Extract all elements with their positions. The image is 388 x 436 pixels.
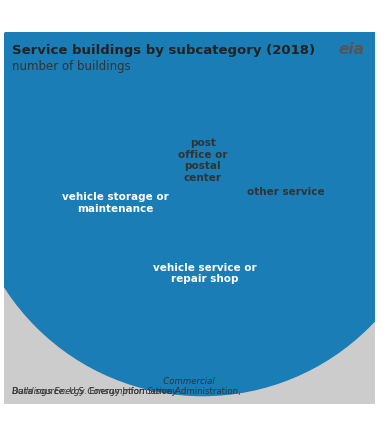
Text: Data source: U.S. Energy Information Administration,: Data source: U.S. Energy Information Adm… [12,387,243,396]
Text: Commercial
Buildings Energy Consumption Survey: Commercial Buildings Energy Consumption … [12,377,214,396]
Text: vehicle service or
repair shop: vehicle service or repair shop [153,263,256,284]
Text: vehicle storage or
maintenance: vehicle storage or maintenance [62,192,169,214]
Text: Service buildings by subcategory (2018): Service buildings by subcategory (2018) [12,44,315,57]
Text: post
office or
postal
center: post office or postal center [178,138,227,183]
Text: other service: other service [248,187,325,197]
Text: number of buildings: number of buildings [12,60,130,73]
Circle shape [0,0,388,395]
Text: eia: eia [338,42,364,57]
